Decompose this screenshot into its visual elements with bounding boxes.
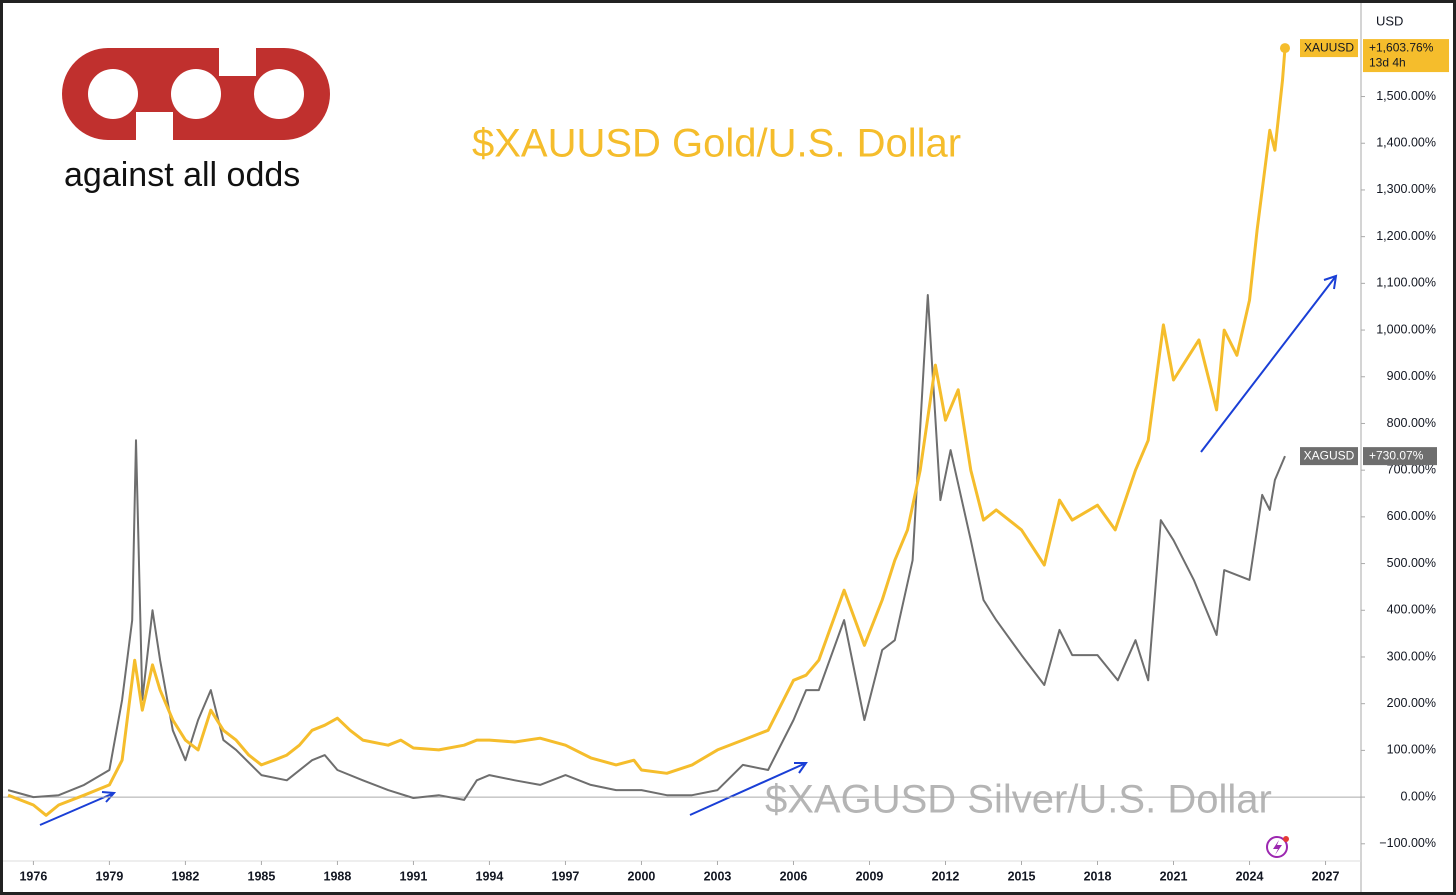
x-tick-label: 2021	[1160, 869, 1188, 883]
x-tick-label: 2006	[780, 869, 808, 883]
replay-icon	[1266, 836, 1289, 858]
y-tick-label: 100.00%	[1387, 743, 1436, 757]
arrow	[689, 762, 808, 816]
y-tick-label: 1,200.00%	[1376, 229, 1436, 243]
y-tick-label: 1,400.00%	[1376, 136, 1436, 150]
x-tick-label: 2003	[704, 869, 732, 883]
x-tick-label: 1982	[172, 869, 200, 883]
y-tick-label: 800.00%	[1387, 416, 1436, 430]
x-tick-label: 1991	[400, 869, 428, 883]
y-tick-label: 300.00%	[1387, 649, 1436, 663]
series-name-badge	[1300, 447, 1358, 466]
x-tick-label: 2009	[856, 869, 884, 883]
value-badge	[1363, 39, 1449, 73]
x-tick-label: 2027	[1312, 869, 1340, 883]
x-tick-label: 1997	[552, 869, 580, 883]
logo-text: against all odds	[64, 156, 300, 194]
y-tick-label: 500.00%	[1387, 556, 1436, 570]
y-tick-label: 1,500.00%	[1376, 89, 1436, 103]
x-tick-label: 2015	[1008, 869, 1036, 883]
logo-gap	[219, 48, 256, 76]
end-value-label: +730.07%	[1369, 448, 1424, 462]
y-axis-label: USD	[1376, 13, 1403, 28]
series-name-badge	[1300, 39, 1358, 58]
series-line	[7, 47, 1287, 817]
y-tick-label: −100.00%	[1379, 836, 1436, 850]
logo: against all odds	[62, 48, 330, 194]
y-tick-label: 1,000.00%	[1376, 322, 1436, 336]
y-tick-label: 600.00%	[1387, 509, 1436, 523]
x-tick-label: 1976	[19, 869, 47, 883]
logo-gap	[136, 112, 173, 140]
legend-entry: XAGUSD	[1304, 448, 1355, 462]
icon-bolt	[1273, 840, 1282, 855]
arrow	[39, 791, 117, 826]
x-tick-label: 1979	[96, 869, 124, 883]
legend-entry: XAUUSD	[1304, 40, 1354, 54]
y-tick-label: 1,100.00%	[1376, 276, 1436, 290]
series-line	[7, 294, 1286, 801]
value-badge	[1363, 447, 1437, 466]
x-tick-label: 2024	[1236, 869, 1264, 883]
logo-hole	[171, 69, 221, 119]
y-tick-label: 0.00%	[1401, 789, 1436, 803]
chart-subtitle: $XAGUSD Silver/U.S. Dollar	[765, 778, 1272, 822]
x-tick-label: 2018	[1084, 869, 1112, 883]
logo-hole	[254, 69, 304, 119]
end-value-label: +1,603.76%	[1369, 40, 1434, 54]
x-tick-label: 1994	[476, 869, 504, 883]
chart-title: $XAUUSD Gold/U.S. Dollar	[472, 122, 961, 166]
x-tick-label: 2012	[932, 869, 960, 883]
end-point	[1279, 43, 1290, 54]
icon-ring	[1266, 836, 1288, 858]
x-tick-label: 1988	[324, 869, 352, 883]
arrow	[1200, 274, 1338, 453]
annotation-arrows	[39, 274, 1338, 826]
countdown: 13d 4h	[1369, 55, 1406, 69]
y-tick-label: 400.00%	[1387, 603, 1436, 617]
icon-dot	[1283, 836, 1289, 842]
logo-hole	[88, 69, 138, 119]
x-tick-label: 1985	[248, 869, 276, 883]
x-tick-label: 2000	[628, 869, 656, 883]
y-tick-label: 1,300.00%	[1376, 182, 1436, 196]
y-tick-label: 900.00%	[1387, 369, 1436, 383]
y-tick-label: 700.00%	[1387, 462, 1436, 476]
y-tick-label: 200.00%	[1387, 696, 1436, 710]
